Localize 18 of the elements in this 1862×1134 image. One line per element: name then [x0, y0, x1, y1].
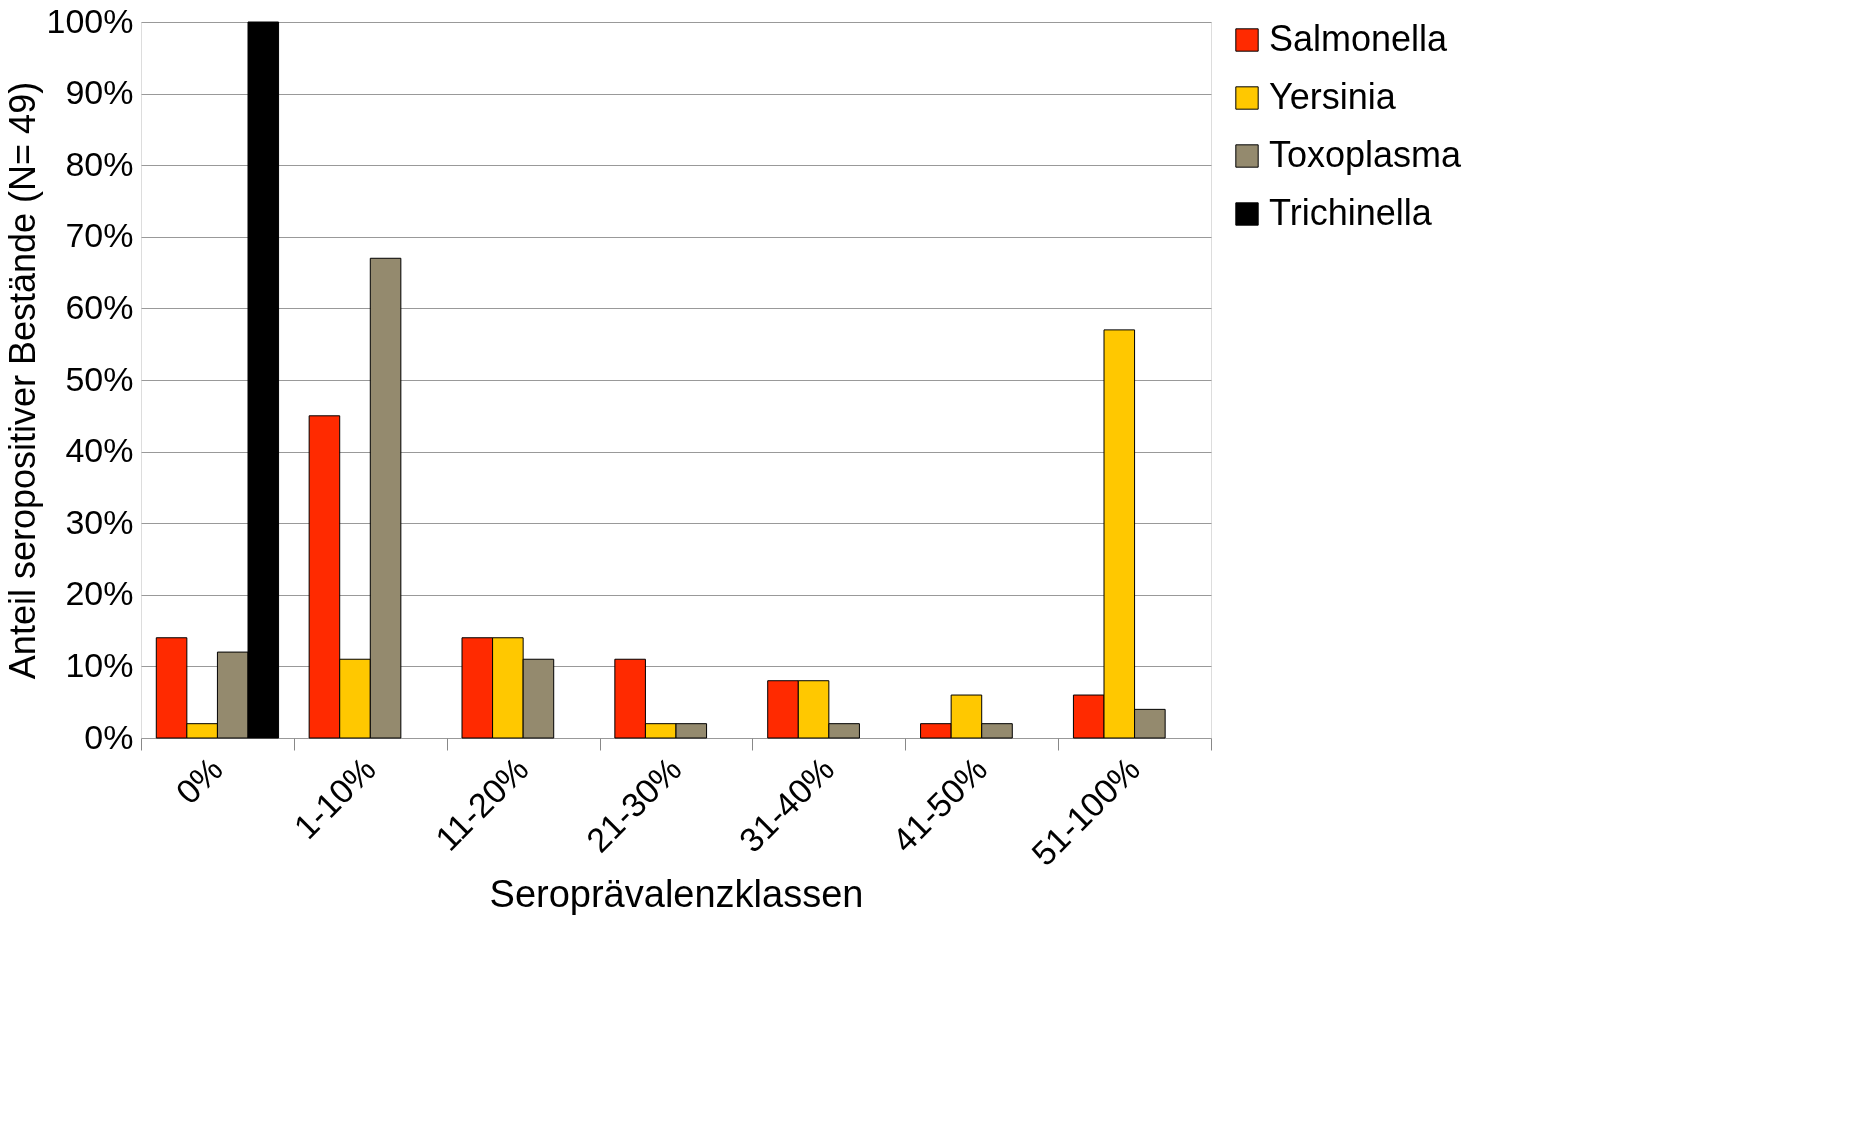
- x-axis-title: Seroprävalenzklassen: [489, 872, 864, 915]
- y-tick-label: 80%: [65, 144, 134, 183]
- x-tick-label: 0%: [168, 749, 230, 812]
- y-tick-label: 10%: [65, 645, 134, 684]
- y-tick-label: 90%: [65, 73, 134, 112]
- legend-label: Yersinia: [1269, 76, 1397, 117]
- y-tick-label: 50%: [65, 359, 134, 398]
- y-tick-label: 70%: [65, 216, 134, 255]
- legend-label: Toxoplasma: [1269, 134, 1463, 175]
- y-tick-label: 60%: [65, 287, 134, 326]
- legend-label: Trichinella: [1269, 192, 1433, 233]
- y-tick-label: 20%: [65, 574, 134, 613]
- y-tick-label: 30%: [65, 502, 134, 541]
- y-axis-title: Anteil seropositiver Bestände (N= 49): [1, 81, 43, 680]
- y-tick-label: 40%: [65, 431, 134, 470]
- legend-label: Salmonella: [1269, 18, 1449, 59]
- y-tick-label: 100%: [46, 1, 134, 40]
- y-tick-label: 0%: [84, 717, 134, 756]
